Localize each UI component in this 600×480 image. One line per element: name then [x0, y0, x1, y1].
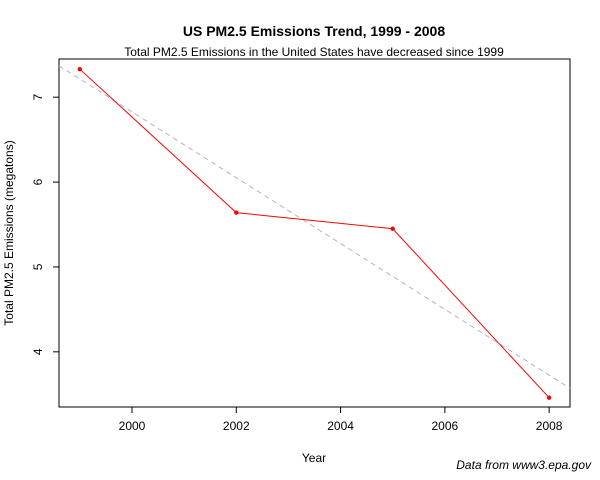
- series-layer: [77, 66, 552, 400]
- x-tick-label: 2004: [327, 419, 354, 433]
- trend-line: [58, 65, 571, 389]
- y-axis-label: Total PM2.5 Emissions (megatons): [2, 140, 16, 325]
- y-tick-label: 4: [31, 348, 45, 355]
- x-axis-label: Year: [302, 451, 326, 465]
- x-axis: 2000 2002 2004 2006 2008: [119, 407, 563, 433]
- series-line: [79, 68, 550, 399]
- data-point: [390, 226, 395, 231]
- source-note: Data from www3.epa.gov: [456, 458, 592, 472]
- chart-subtitle: Total PM2.5 Emissions in the United Stat…: [124, 45, 504, 59]
- y-tick-label: 7: [31, 94, 45, 101]
- y-axis: 4 5 6 7: [31, 94, 59, 355]
- x-tick-label: 2002: [223, 419, 250, 433]
- x-tick-label: 2000: [119, 419, 146, 433]
- data-point: [546, 395, 552, 400]
- data-point: [234, 210, 239, 215]
- trend-line-layer: [58, 65, 571, 389]
- y-tick-label: 5: [31, 263, 45, 270]
- x-tick-label: 2006: [432, 419, 459, 433]
- x-tick-label: 2008: [536, 419, 563, 433]
- chart-title: US PM2.5 Emissions Trend, 1999 - 2008: [183, 23, 445, 39]
- y-tick-label: 6: [31, 178, 45, 185]
- plot-box: [58, 58, 571, 408]
- data-point: [77, 66, 83, 72]
